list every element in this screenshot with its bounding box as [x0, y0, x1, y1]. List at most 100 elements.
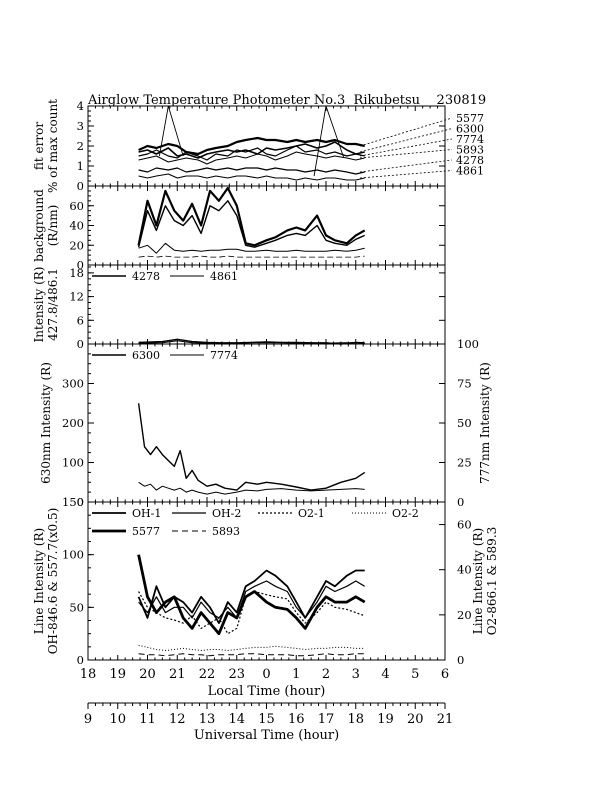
local-time-tick-label: 20 [139, 667, 156, 682]
legend-label: 5893 [212, 525, 240, 538]
y-right-tick-label: 0 [457, 495, 464, 509]
series-line-5577 [138, 136, 365, 156]
legend-label: 5577 [132, 525, 160, 538]
series-line-5893 [138, 151, 365, 165]
series-line-4861 [138, 340, 365, 344]
annotation-label: 7774 [456, 133, 484, 146]
annotation-label: 4861 [456, 165, 484, 178]
local-time-tick-label: 23 [228, 667, 245, 682]
figure-title: Airglow Temperature Photometer No.3 Riku… [87, 93, 486, 108]
series-line-4278 [138, 167, 365, 175]
local-time-tick-label: 2 [322, 667, 330, 682]
y-tick-label: 6 [77, 313, 84, 327]
series-line-OH-2 [138, 580, 366, 619]
y-right-tick-label: 60 [457, 518, 472, 532]
series-line-band-2 [137, 200, 365, 248]
legend-label: O2-2 [392, 507, 419, 520]
y-tick-label: 60 [69, 199, 84, 213]
annotation-marker [158, 105, 184, 157]
legend-label: O2-1 [298, 507, 325, 520]
annotation-leader [359, 170, 453, 179]
legend-label: 4861 [210, 270, 238, 283]
series-line-band-3 [138, 242, 365, 254]
ut-tick-label: 16 [288, 712, 305, 727]
y-right-axis-label: 777nm Intensity (R) [478, 362, 492, 484]
ut-tick-label: 9 [84, 712, 92, 727]
plot-frame [87, 105, 446, 187]
ut-tick-label: 12 [169, 712, 186, 727]
legend-label: OH-1 [132, 507, 161, 520]
annotation-leader [359, 138, 453, 157]
series-line-4861 [138, 173, 365, 181]
ut-tick-label: 20 [407, 712, 424, 727]
y-right-tick-label: 50 [457, 416, 472, 430]
y-tick-label: 1 [77, 159, 84, 173]
ut-tick-label: 15 [258, 712, 275, 727]
y-tick-label: 50 [69, 600, 84, 614]
local-time-tick-label: 5 [411, 667, 419, 682]
ut-tick-label: 18 [347, 712, 364, 727]
y-axis-label: Line Intensity (R) [32, 528, 46, 634]
y-tick-label: 2 [77, 139, 84, 153]
local-time-axis-label: Local Time (hour) [208, 684, 326, 699]
series-line-5577 [137, 554, 366, 636]
series-line-band-4 [138, 255, 365, 258]
local-time-tick-label: 1 [292, 667, 300, 682]
legend-label: 7774 [210, 349, 238, 362]
y-axis-label: OH-846.6 & 557.7(x0.5) [46, 508, 60, 655]
series-line-7774 [138, 481, 365, 495]
y-right-tick-label: 40 [457, 563, 472, 577]
legend-label: 4278 [132, 270, 160, 283]
panel-630-777: 0 100 200 300 0 25 50 75 100 777nm Intensity (R) 6… [39, 337, 492, 509]
series-line-6300 [137, 403, 366, 491]
panel-blue-lines: 0 6 12 18 Intensity (R) 427.8/486.1 4278 4861 [32, 264, 446, 351]
series-line-5893 [138, 653, 365, 657]
y-axis-label: Intensity (R) [32, 267, 46, 343]
y-tick-label: 0 [77, 337, 84, 351]
local-time-tick-label: 19 [109, 667, 126, 682]
y-tick-label: 20 [69, 238, 84, 252]
ut-tick-label: 17 [318, 712, 335, 727]
y-right-tick-label: 75 [457, 377, 472, 391]
y-axis-label: fit error [32, 122, 46, 170]
annotation-leader [359, 117, 453, 147]
y-tick-label: 0 [77, 179, 84, 193]
y-tick-label: 100 [62, 456, 84, 470]
y-tick-label: 4 [77, 99, 84, 113]
y-axis-label: % of max count [46, 99, 60, 193]
ut-tick-label: 13 [199, 712, 216, 727]
y-tick-label: 200 [62, 416, 84, 430]
local-time-tick-label: 6 [441, 667, 449, 682]
ut-tick-label: 11 [139, 712, 156, 727]
ut-tick-label: 14 [228, 712, 245, 727]
ut-tick-label: 21 [437, 712, 454, 727]
local-time-tick-label: 18 [80, 667, 97, 682]
annotation-leader [359, 159, 453, 173]
y-tick-label: 0 [77, 258, 84, 272]
y-right-tick-label: 0 [457, 653, 464, 667]
annotation-label: 4278 [456, 154, 484, 167]
annotation-label: 5893 [456, 144, 484, 157]
y-right-tick-label: 20 [457, 608, 472, 622]
y-tick-label: 40 [69, 219, 84, 233]
y-axis-label: background [32, 189, 46, 262]
y-tick-label: 150 [62, 495, 84, 509]
ut-axis-label: Universal Time (hour) [194, 728, 339, 743]
ut-tick-label: 19 [377, 712, 394, 727]
series-line-O2-2 [138, 644, 365, 651]
y-tick-label: 300 [62, 377, 84, 391]
y-axis-label: (R/nm) [46, 205, 60, 247]
y-axis-label: 630nm Intensity (R) [39, 362, 53, 484]
y-right-tick-label: 100 [457, 337, 479, 351]
series-line-O2-1 [138, 590, 365, 635]
local-time-tick-label: 22 [199, 667, 216, 682]
y-tick-label: 3 [77, 119, 84, 133]
annotation-label: 5577 [456, 112, 484, 125]
y-tick-label: 18 [69, 266, 84, 280]
legend-label: 6300 [132, 349, 160, 362]
y-tick-label: 0 [77, 495, 84, 509]
annotation-leader [359, 149, 453, 159]
panel-fit-error: 0 1 2 3 4 fit error% of max count 557763007774… [32, 99, 484, 193]
